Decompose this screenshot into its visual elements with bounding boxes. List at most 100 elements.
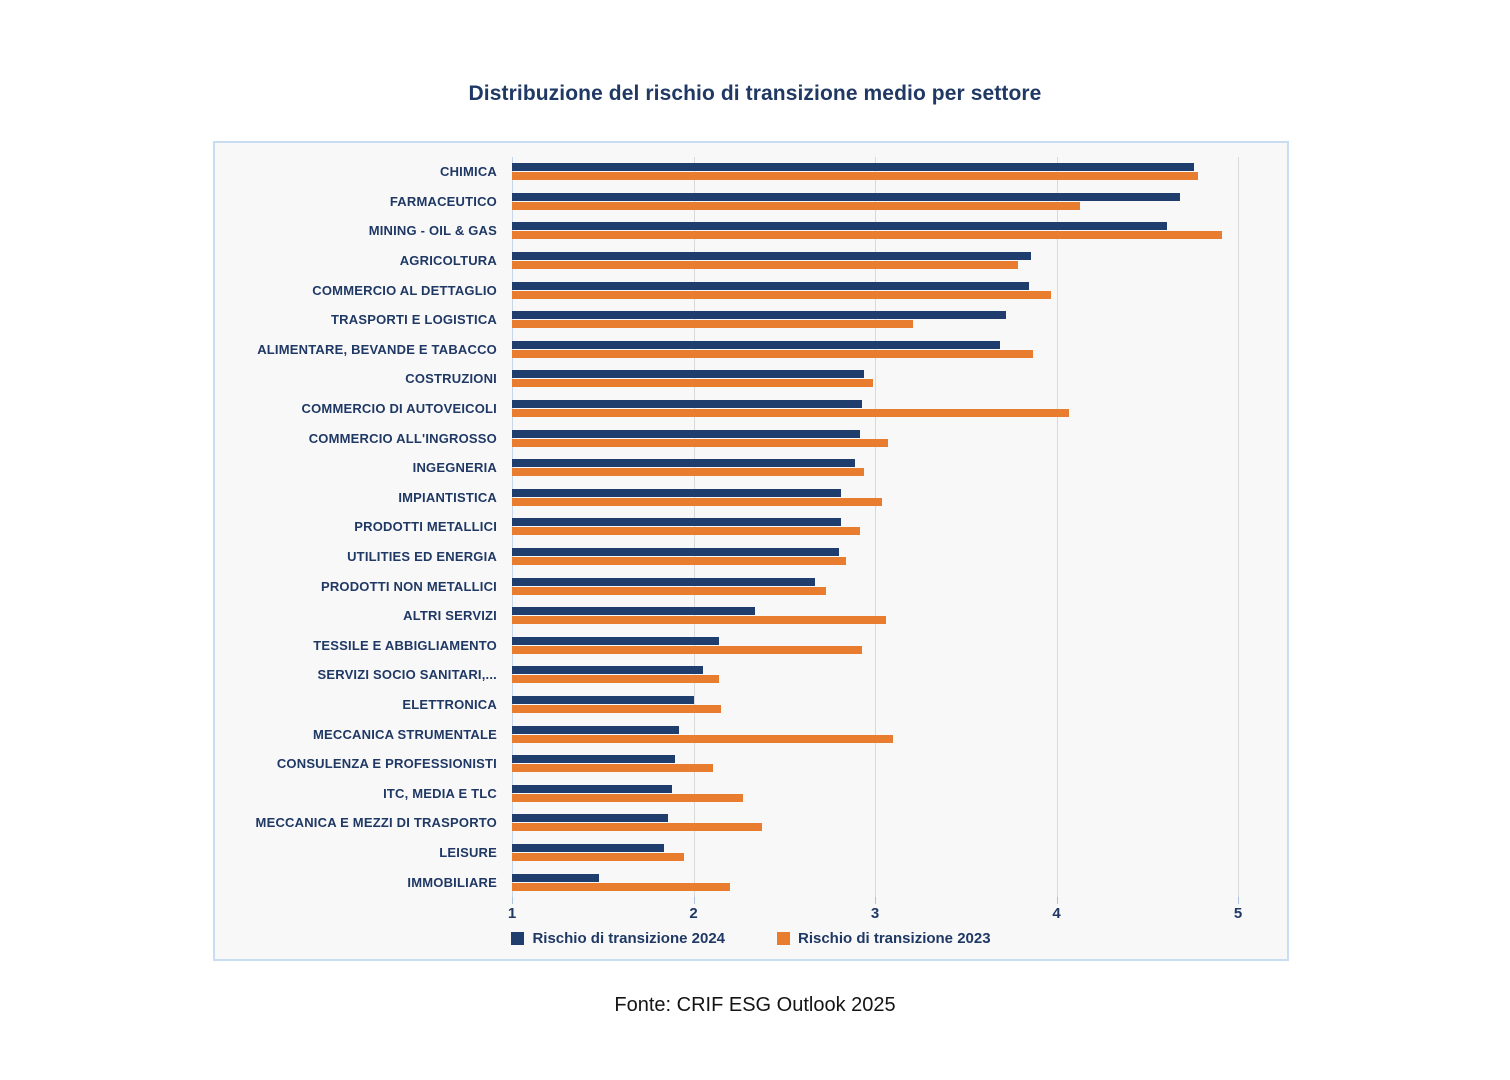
bar-group [512, 873, 1287, 891]
chart-row: AGRICOLTURA [215, 246, 1287, 276]
bar-2024 [512, 607, 756, 616]
bar-group [512, 636, 1287, 654]
bar-rows: CHIMICA FARMACEUTICO MINING - OIL & GAS AGR… [215, 157, 1287, 897]
bar-group [512, 548, 1287, 566]
bar-2023 [512, 231, 1222, 240]
chart-row: CHIMICA [215, 157, 1287, 187]
chart-row: ITC, MEDIA E TLC [215, 778, 1287, 808]
bar-group [512, 488, 1287, 506]
chart-row: TESSILE E ABBIGLIAMENTO [215, 631, 1287, 661]
bar-group [512, 784, 1287, 802]
bar-2023 [512, 764, 714, 773]
bar-group [512, 814, 1287, 832]
chart-row: INGEGNERIA [215, 453, 1287, 483]
bar-2024 [512, 666, 703, 675]
chart-row: COMMERCIO DI AUTOVEICOLI [215, 394, 1287, 424]
chart-row: IMPIANTISTICA [215, 483, 1287, 513]
bar-2024 [512, 784, 672, 793]
chart-row: ALIMENTARE, BEVANDE E TABACCO [215, 335, 1287, 365]
bar-group [512, 163, 1287, 181]
chart-row: LEISURE [215, 838, 1287, 868]
bar-2024 [512, 577, 816, 586]
chart-row: TRASPORTI E LOGISTICA [215, 305, 1287, 335]
category-label: COMMERCIO AL DETTAGLIO [312, 282, 497, 298]
legend-swatch-icon [777, 932, 790, 945]
bar-2023 [512, 320, 914, 329]
bar-2023 [512, 882, 730, 891]
legend-swatch-icon [511, 932, 525, 945]
bar-2024 [512, 548, 839, 557]
chart-row: MECCANICA E MEZZI DI TRASPORTO [215, 808, 1287, 838]
bar-2023 [512, 290, 1052, 299]
bar-2023 [512, 852, 685, 861]
category-label: TESSILE E ABBIGLIAMENTO [313, 637, 497, 653]
bar-2024 [512, 252, 1032, 261]
x-axis-tick-label: 3 [870, 905, 880, 922]
legend: Rischio di transizione 2024 Rischio di tr… [215, 930, 1287, 947]
bar-2024 [512, 636, 719, 645]
bar-2024 [512, 222, 1168, 231]
category-label: TRASPORTI E LOGISTICA [331, 312, 497, 328]
bar-2023 [512, 527, 861, 536]
bar-group [512, 222, 1287, 240]
bar-2023 [512, 645, 863, 654]
bar-group [512, 281, 1287, 299]
bar-2024 [512, 163, 1195, 172]
bar-2024 [512, 459, 856, 468]
bar-2024 [512, 281, 1030, 290]
bar-group [512, 695, 1287, 713]
category-label: AGRICOLTURA [399, 253, 497, 269]
bar-group [512, 459, 1287, 477]
bar-2023 [512, 261, 1019, 270]
bar-2024 [512, 814, 669, 823]
bar-2024 [512, 695, 694, 704]
chart-row: ELETTRONICA [215, 690, 1287, 720]
category-label: ALTRI SERVIZI [403, 608, 497, 624]
bar-2023 [512, 438, 888, 447]
category-label: COSTRUZIONI [405, 371, 497, 387]
bar-group [512, 666, 1287, 684]
bar-group [512, 725, 1287, 743]
bar-2024 [512, 873, 600, 882]
x-axis-tick-label: 2 [689, 905, 698, 922]
bar-group [512, 607, 1287, 625]
gridline [875, 157, 876, 897]
bar-2023 [512, 172, 1199, 181]
bar-2024 [512, 192, 1180, 201]
bar-2024 [512, 725, 679, 734]
bar-2024 [512, 370, 865, 379]
gridline [1238, 157, 1239, 897]
category-label: ITC, MEDIA E TLC [383, 785, 497, 801]
bar-2023 [512, 675, 719, 684]
bar-2023 [512, 409, 1070, 418]
chart-row: MECCANICA STRUMENTALE [215, 719, 1287, 749]
chart-row: PRODOTTI NON METALLICI [215, 571, 1287, 601]
category-label: ELETTRONICA [402, 696, 497, 712]
chart-row: PRODOTTI METALLICI [215, 512, 1287, 542]
chart-title: Distribuzione del rischio di transizione… [468, 82, 1042, 105]
axis-baseline [512, 157, 513, 897]
chart-row: FARMACEUTICO [215, 187, 1287, 217]
x-axis-tick-label: 4 [1052, 905, 1061, 922]
chart-row: COSTRUZIONI [215, 364, 1287, 394]
bar-2024 [512, 340, 1001, 349]
bar-2023 [512, 704, 721, 713]
x-axis-tick-label: 1 [507, 905, 517, 922]
bar-group [512, 340, 1287, 358]
chart-row: COMMERCIO AL DETTAGLIO [215, 275, 1287, 305]
bar-group [512, 518, 1287, 536]
bar-2024 [512, 755, 676, 764]
legend-label: Rischio di transizione 2023 [798, 930, 991, 947]
chart-row: SERVIZI SOCIO SANITARI,... [215, 660, 1287, 690]
bar-2023 [512, 557, 846, 566]
bar-group [512, 577, 1287, 595]
category-label: SERVIZI SOCIO SANITARI,... [317, 667, 497, 683]
chart-row: ALTRI SERVIZI [215, 601, 1287, 631]
category-label: MINING - OIL & GAS [368, 223, 497, 239]
x-axis-labels: 1 2 3 4 5 [215, 905, 1287, 925]
category-label: PRODOTTI NON METALLICI [320, 578, 497, 594]
gridline [693, 157, 695, 897]
axis-tick [1056, 897, 1058, 904]
category-label: ALIMENTARE, BEVANDE E TABACCO [257, 341, 497, 357]
axis-tick [693, 897, 695, 904]
